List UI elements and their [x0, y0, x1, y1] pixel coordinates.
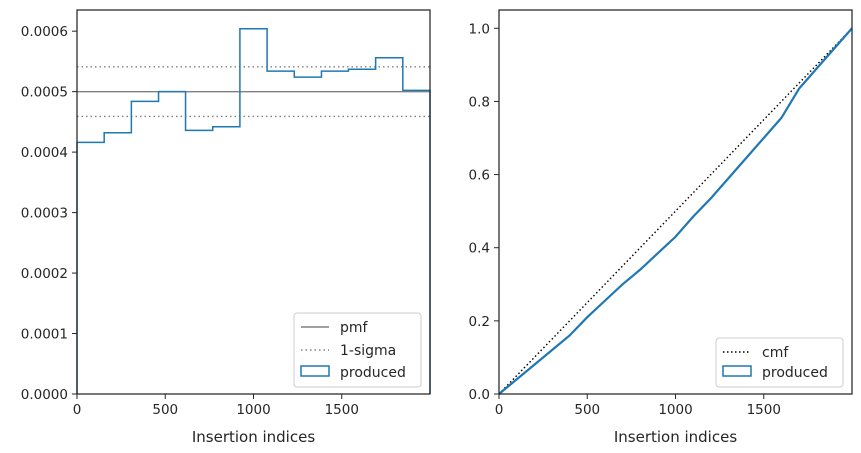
y-tick-label: 1.0 — [469, 21, 490, 37]
y-tick-label: 0.0000 — [21, 387, 68, 403]
right-plot-area — [498, 27, 853, 395]
y-tick-label: 0.0006 — [21, 24, 68, 40]
right-axes-frame — [498, 9, 853, 395]
x-tick-label: 1500 — [325, 402, 359, 418]
right-ticks: 0 500 1000 1500 0.0 0.2 0.4 0.6 0.8 1.0 — [469, 21, 781, 418]
x-tick-label: 0 — [495, 402, 504, 418]
y-tick-label: 0.0 — [469, 387, 490, 403]
right-chart-panel: 0 500 1000 1500 0.0 0.2 0.4 0.6 0.8 1.0 Insertion… — [469, 9, 853, 446]
y-tick-label: 0.6 — [469, 168, 490, 184]
x-tick-label: 1000 — [236, 402, 270, 418]
legend-sigma-label: 1-sigma — [340, 343, 396, 359]
left-plot-area — [76, 27, 431, 394]
legend-produced-swatch — [300, 365, 330, 377]
x-tick-label: 1500 — [747, 402, 781, 418]
x-tick-label: 500 — [152, 402, 178, 418]
y-tick-label: 0.8 — [469, 94, 490, 110]
y-tick-label: 0.4 — [469, 241, 490, 257]
left-ticks: 0 500 1000 1500 0.0000 0.0001 0.0002 0.0003 0.00… — [21, 24, 359, 418]
produced-histogram — [76, 27, 431, 394]
y-tick-label: 0.2 — [469, 314, 490, 330]
y-tick-label: 0.0002 — [21, 266, 68, 282]
legend-produced-label: produced — [340, 365, 406, 381]
y-tick-label: 0.0001 — [21, 327, 68, 343]
right-x-axis-label: Insertion indices — [614, 428, 737, 446]
legend-pmf-label: pmf — [340, 320, 369, 336]
left-legend-box — [293, 312, 422, 388]
legend-produced-swatch-right — [722, 365, 752, 377]
right-legend-box — [715, 337, 844, 388]
y-tick-label: 0.0004 — [21, 145, 68, 161]
right-legend: cmf produced — [715, 337, 844, 388]
left-legend: pmf 1-sigma produced — [293, 312, 422, 388]
x-tick-label: 500 — [574, 402, 600, 418]
y-tick-label: 0.0003 — [21, 206, 68, 222]
cmf-line — [498, 27, 853, 395]
left-chart-panel: 0 500 1000 1500 0.0000 0.0001 0.0002 0.0003 0.00… — [21, 9, 431, 446]
legend-produced-label-right: produced — [762, 365, 828, 381]
legend-cmf-label: cmf — [762, 345, 789, 361]
x-tick-label: 1000 — [658, 402, 692, 418]
y-tick-label: 0.0005 — [21, 85, 68, 101]
left-x-axis-label: Insertion indices — [192, 428, 315, 446]
produced-cdf-line — [498, 27, 853, 395]
x-tick-label: 0 — [73, 402, 82, 418]
